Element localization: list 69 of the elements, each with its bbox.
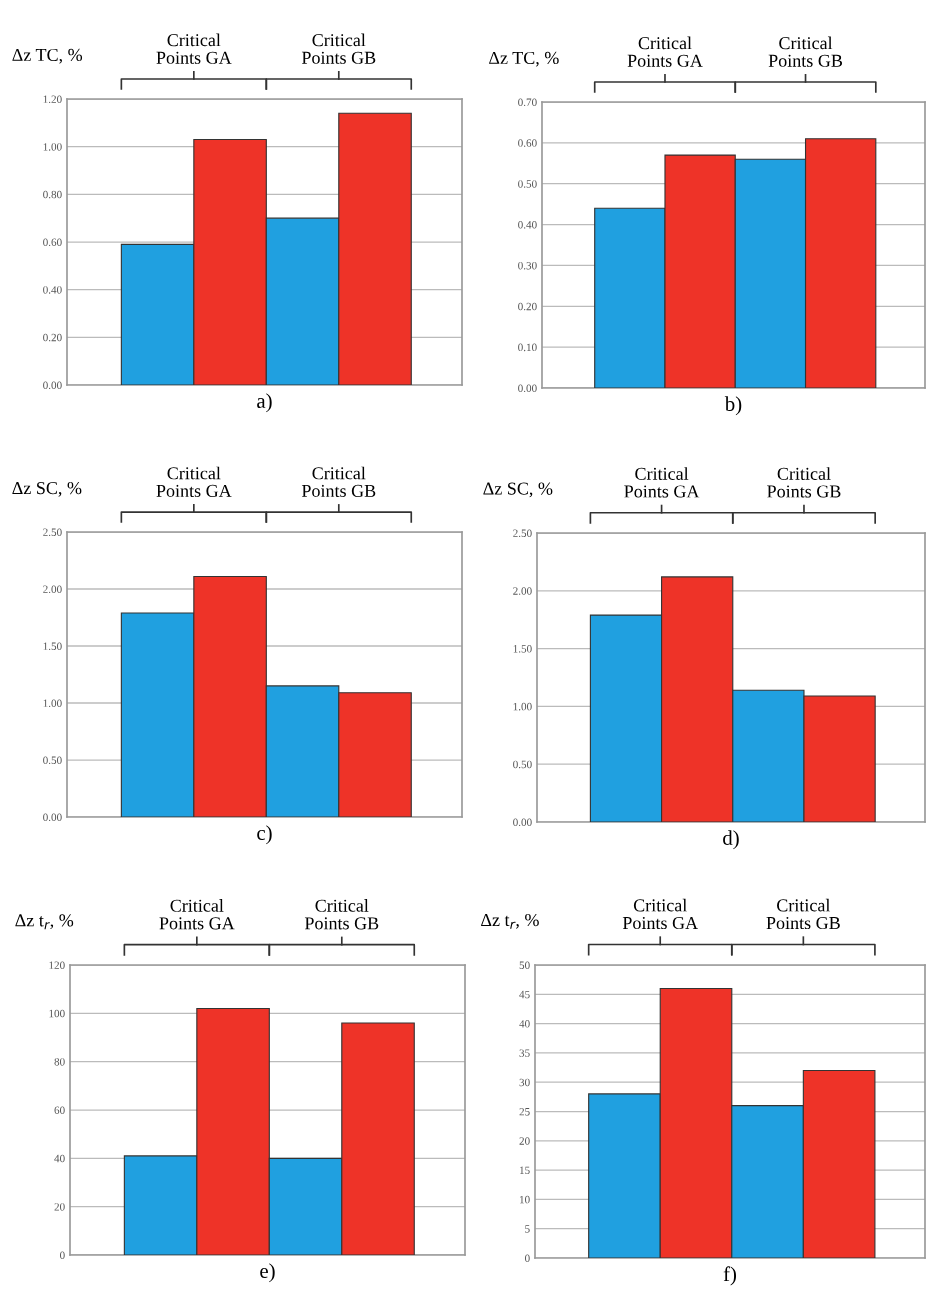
x-axis-title: e) xyxy=(260,1263,275,1283)
y-tick-label: 0.50 xyxy=(43,756,62,765)
text: Critical Points GB xyxy=(304,899,379,930)
text: Critical Points GA xyxy=(156,466,232,497)
x-axis-title: a) xyxy=(257,393,272,413)
y-tick-label: 25 xyxy=(519,1108,530,1116)
y-tick-label: 2.00 xyxy=(43,585,62,594)
y-tick-label: 1.00 xyxy=(43,699,62,708)
y-tick-label: 1.50 xyxy=(513,645,532,653)
y-tick-label: 120 xyxy=(49,961,65,969)
text: Critical Points GB xyxy=(768,36,843,67)
y-tick-label: 0.70 xyxy=(518,98,537,107)
y-tick-label: 1.00 xyxy=(513,702,532,711)
y-tick-label: 0.60 xyxy=(43,238,62,247)
y-tick-label: 5 xyxy=(525,1225,530,1233)
y-tick-label: 40 xyxy=(519,1020,530,1028)
y-tick-label: 0.00 xyxy=(513,818,532,827)
text: Critical Points GA xyxy=(156,33,232,64)
y-tick-label: 0.00 xyxy=(43,813,62,822)
y-tick-label: 20 xyxy=(54,1203,65,1211)
y-tick-label: 0.20 xyxy=(43,333,62,342)
y-tick-label: 0.20 xyxy=(518,302,537,311)
y-tick-label: 0.60 xyxy=(518,139,537,147)
y-tick-label: 45 xyxy=(519,990,530,999)
y-tick-label: 0.50 xyxy=(518,180,537,188)
y-tick-label: 1.50 xyxy=(43,642,62,651)
y-tick-label: 0.40 xyxy=(43,286,62,294)
y-tick-label: 0.30 xyxy=(518,261,537,270)
y-tick-label: 1.00 xyxy=(43,143,62,151)
text: Critical Points GB xyxy=(301,466,376,497)
y-axis-title: Δz t$_{r}$, % xyxy=(481,913,539,929)
y-tick-label: 0 xyxy=(60,1251,65,1259)
y-tick-label: 100 xyxy=(49,1009,65,1018)
y-tick-label: 1.20 xyxy=(43,95,62,104)
y-tick-label: 0.80 xyxy=(43,190,62,199)
y-tick-label: 0.40 xyxy=(518,221,537,229)
y-tick-label: 10 xyxy=(520,1195,530,1204)
y-axis-title: Δz SC, % xyxy=(483,482,553,498)
x-axis-title: d) xyxy=(723,830,739,850)
y-tick-label: 50 xyxy=(519,961,530,969)
y-axis-title: Δz SC, % xyxy=(12,481,82,497)
y-tick-label: 80 xyxy=(54,1058,65,1066)
text: Critical Points GA xyxy=(624,467,700,498)
y-axis-title: Δz t$_{r}$, % xyxy=(15,914,74,930)
y-tick-label: 20 xyxy=(519,1137,530,1145)
text: Critical Points GB xyxy=(301,33,376,64)
y-tick-label: 30 xyxy=(519,1078,530,1087)
y-tick-label: 15 xyxy=(520,1166,530,1175)
x-axis-title: f) xyxy=(723,1266,737,1286)
y-tick-label: 2.50 xyxy=(43,528,62,537)
text: Critical Points GA xyxy=(622,898,698,930)
y-tick-label: 2.00 xyxy=(513,587,532,595)
y-tick-label: 0.50 xyxy=(513,760,532,769)
text: Critical Points GB xyxy=(767,467,841,498)
y-tick-label: 0.00 xyxy=(43,381,62,390)
y-tick-label: 0.10 xyxy=(518,343,537,352)
x-axis-title: b) xyxy=(724,396,742,416)
y-tick-label: 2.50 xyxy=(513,529,532,538)
y-tick-label: 40 xyxy=(54,1154,65,1163)
y-tick-label: 0.00 xyxy=(518,384,537,393)
text: Critical Points GA xyxy=(159,899,235,930)
text: Critical Points GA xyxy=(627,36,703,67)
y-tick-label: 35 xyxy=(519,1049,530,1057)
x-axis-title: c) xyxy=(257,825,272,845)
y-tick-label: 60 xyxy=(54,1106,65,1114)
text: Critical Points GB xyxy=(766,898,840,930)
y-axis-title: Δz TC, % xyxy=(489,51,559,67)
y-tick-label: 0 xyxy=(525,1254,530,1262)
y-axis-title: Δz TC, % xyxy=(12,48,83,64)
